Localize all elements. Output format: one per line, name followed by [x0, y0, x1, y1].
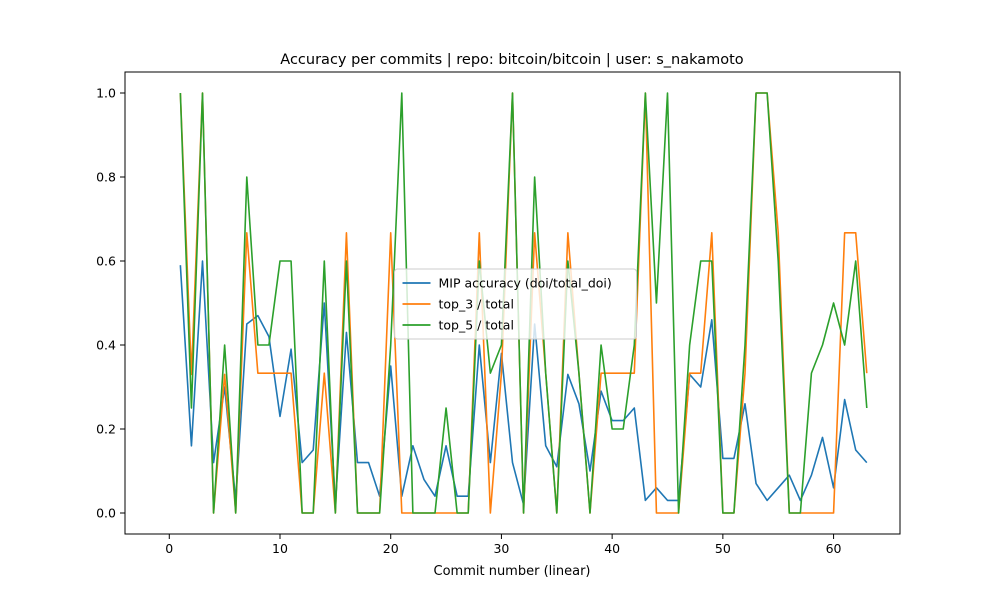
- y-tick-label: 1.0: [96, 86, 116, 101]
- x-tick-label: 10: [272, 541, 288, 556]
- y-tick-label: 0.6: [96, 254, 116, 269]
- x-tick-label: 30: [493, 541, 509, 556]
- legend-label: MIP accuracy (doi/total_doi): [439, 276, 612, 291]
- x-tick-label: 50: [715, 541, 731, 556]
- plot-area-frame: [124, 71, 901, 535]
- x-tick-label: 0: [165, 541, 173, 556]
- y-tick-label: 0.2: [96, 422, 116, 437]
- chart-title: Accuracy per commits | repo: bitcoin/bit…: [280, 52, 744, 68]
- y-tick-label: 0.8: [96, 170, 116, 185]
- x-axis-label: Commit number (linear): [434, 564, 591, 579]
- legend-label: top_5 / total: [439, 318, 514, 333]
- y-axis: 0.0 0.2 0.4 0.6 0.8 1.0: [96, 86, 125, 521]
- x-tick-label: 60: [826, 541, 842, 556]
- legend: MIP accuracy (doi/total_doi) top_3 / tota…: [394, 268, 637, 340]
- y-tick-label: 0.4: [96, 338, 116, 353]
- series-layer: [179, 92, 868, 514]
- legend-label: top_3 / total: [439, 297, 514, 312]
- legend-box: [394, 268, 637, 340]
- y-tick-label: 0.0: [96, 506, 116, 521]
- x-tick-label: 40: [604, 541, 620, 556]
- x-tick-label: 20: [383, 541, 399, 556]
- series-line-3: [179, 92, 868, 514]
- x-axis: 0 10 20 30 40 50 60: [165, 534, 842, 556]
